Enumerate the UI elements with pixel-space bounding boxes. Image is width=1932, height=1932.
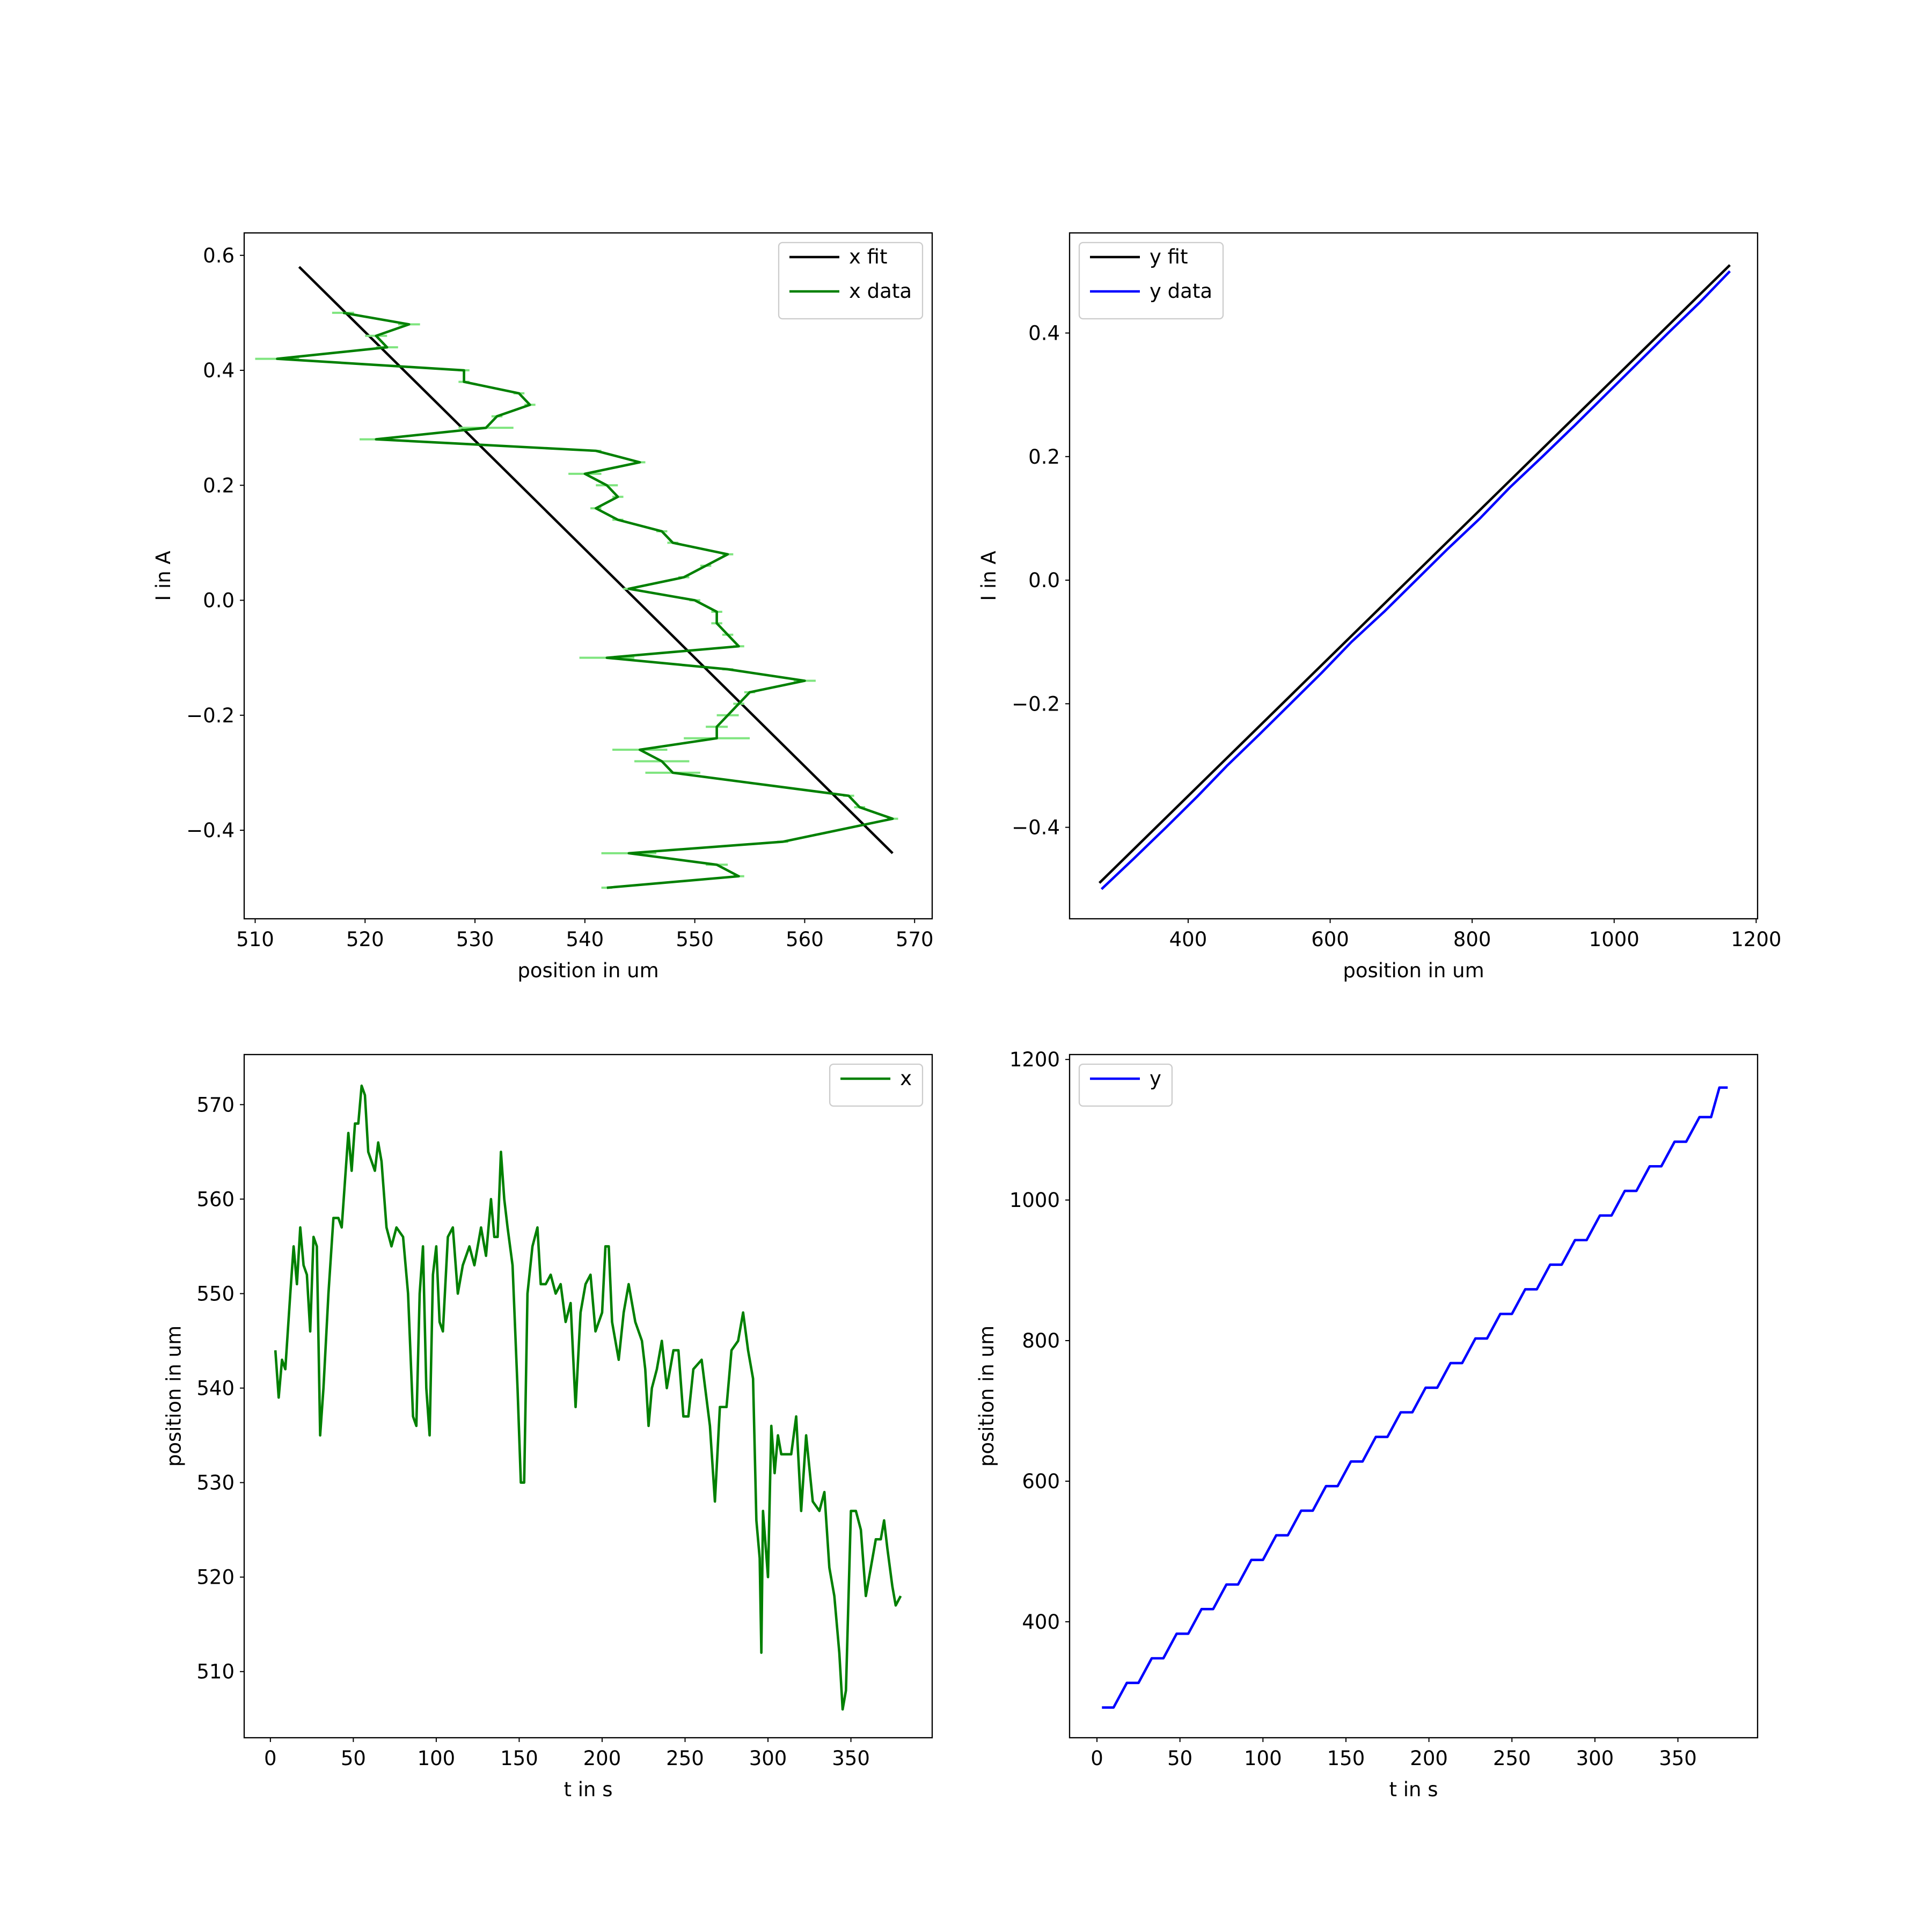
x-tick-label: 1000 bbox=[1589, 928, 1640, 951]
y-tick-label: 0.2 bbox=[203, 474, 235, 497]
series-layer bbox=[1098, 264, 1731, 890]
legend-box bbox=[829, 1063, 924, 1107]
x-tick-label: 400 bbox=[1169, 928, 1208, 951]
x-tick-label: 100 bbox=[418, 1747, 456, 1770]
legend: x fit x data bbox=[778, 241, 924, 320]
data-line bbox=[1098, 264, 1731, 884]
y-tick-label: 400 bbox=[1022, 1611, 1060, 1634]
y-tick-label: −0.2 bbox=[1012, 692, 1060, 715]
x-axis-label: position in um bbox=[517, 959, 658, 982]
legend-label: y bbox=[1150, 1067, 1161, 1090]
x-axis-label: position in um bbox=[1343, 959, 1484, 982]
axes-frame bbox=[243, 232, 933, 920]
x-tick-label: 200 bbox=[1410, 1747, 1448, 1770]
y-axis-label: I in A bbox=[977, 551, 1000, 601]
x-tick-label: 50 bbox=[341, 1747, 366, 1770]
x-tick-label: 350 bbox=[1659, 1747, 1697, 1770]
data-line bbox=[274, 1084, 902, 1711]
legend: y bbox=[1078, 1063, 1173, 1107]
legend-box bbox=[778, 241, 924, 320]
y-axis-label: I in A bbox=[152, 551, 175, 601]
y-tick-label: 570 bbox=[196, 1093, 235, 1116]
x-tick-label: 800 bbox=[1453, 928, 1491, 951]
legend-label: x data bbox=[849, 280, 912, 303]
data-line bbox=[1100, 270, 1731, 890]
y-tick-label: 800 bbox=[1022, 1329, 1060, 1352]
data-line bbox=[298, 266, 894, 854]
x-axis-label: t in s bbox=[1389, 1778, 1438, 1801]
legend-label: x bbox=[900, 1067, 912, 1090]
y-tick-label: −0.4 bbox=[186, 819, 235, 842]
data-line bbox=[276, 311, 894, 889]
y-tick-label: 0.4 bbox=[1028, 322, 1060, 345]
y-tick-label: 550 bbox=[196, 1282, 235, 1305]
y-tick-label: 1000 bbox=[1009, 1189, 1060, 1212]
x-tick-label: 100 bbox=[1244, 1747, 1282, 1770]
x-tick-label: 0 bbox=[1091, 1747, 1103, 1770]
data-line bbox=[1102, 1086, 1728, 1709]
legend: y fit y data bbox=[1078, 241, 1224, 320]
y-tick-label: 530 bbox=[196, 1472, 235, 1495]
x-tick-label: 350 bbox=[832, 1747, 870, 1770]
series-layer bbox=[255, 266, 898, 889]
x-axis-label: t in s bbox=[564, 1778, 612, 1801]
x-tick-label: 520 bbox=[346, 928, 384, 951]
y-tick-label: 560 bbox=[196, 1188, 235, 1211]
y-tick-label: 600 bbox=[1022, 1470, 1060, 1493]
legend-label: y fit bbox=[1150, 245, 1188, 268]
y-tick-label: 520 bbox=[196, 1566, 235, 1589]
legend-label: y data bbox=[1150, 280, 1212, 303]
x-tick-label: 250 bbox=[1493, 1747, 1531, 1770]
y-tick-label: 0.2 bbox=[1028, 445, 1060, 469]
x-tick-label: 560 bbox=[786, 928, 824, 951]
legend-box bbox=[1078, 241, 1224, 320]
y-tick-label: −0.4 bbox=[1012, 816, 1060, 839]
y-tick-label: 0.0 bbox=[203, 589, 235, 612]
y-tick-label: 1200 bbox=[1009, 1048, 1060, 1071]
x-tick-label: 50 bbox=[1167, 1747, 1192, 1770]
legend: x bbox=[829, 1063, 924, 1107]
y-tick-label: −0.2 bbox=[186, 704, 235, 727]
legend-box bbox=[1078, 1063, 1173, 1107]
axes-frame bbox=[1069, 232, 1759, 920]
y-tick-label: 540 bbox=[196, 1377, 235, 1400]
x-tick-label: 0 bbox=[264, 1747, 277, 1770]
x-tick-label: 300 bbox=[749, 1747, 787, 1770]
y-axis-label: position in um bbox=[162, 1326, 185, 1467]
x-tick-label: 530 bbox=[456, 928, 494, 951]
axes-frame bbox=[243, 1053, 933, 1739]
y-axis-label: position in um bbox=[975, 1326, 998, 1467]
y-tick-label: 0.4 bbox=[203, 359, 235, 382]
x-tick-label: 300 bbox=[1576, 1747, 1614, 1770]
x-tick-label: 510 bbox=[236, 928, 274, 951]
x-tick-label: 150 bbox=[1327, 1747, 1365, 1770]
x-tick-label: 540 bbox=[566, 928, 604, 951]
x-tick-label: 200 bbox=[583, 1747, 621, 1770]
y-tick-label: 0.6 bbox=[203, 244, 235, 267]
x-tick-label: 550 bbox=[676, 928, 714, 951]
series-layer bbox=[274, 1084, 902, 1711]
x-tick-label: 1200 bbox=[1731, 928, 1781, 951]
x-tick-label: 250 bbox=[666, 1747, 704, 1770]
x-tick-label: 570 bbox=[896, 928, 934, 951]
legend-label: x fit bbox=[849, 245, 887, 268]
x-tick-label: 150 bbox=[500, 1747, 538, 1770]
y-tick-label: 510 bbox=[196, 1660, 235, 1684]
axes-frame bbox=[1069, 1053, 1759, 1739]
x-tick-label: 600 bbox=[1311, 928, 1349, 951]
y-tick-label: 0.0 bbox=[1028, 569, 1060, 592]
series-layer bbox=[1102, 1086, 1728, 1709]
